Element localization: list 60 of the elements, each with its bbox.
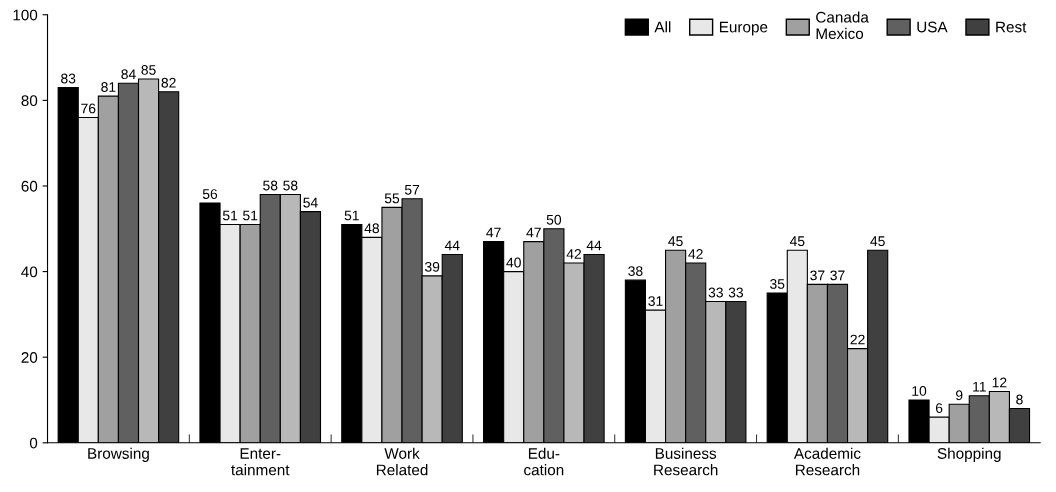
data-label: 38 <box>628 266 643 277</box>
data-label: 35 <box>770 279 785 289</box>
data-label: 6 <box>935 403 943 413</box>
x-tick-label: Academic Research <box>793 447 861 476</box>
y-tick-label: 0 <box>29 437 38 449</box>
data-label: 9 <box>956 390 963 401</box>
data-label: 40 <box>506 257 521 268</box>
data-label: 48 <box>364 223 380 234</box>
data-label: 44 <box>444 240 460 251</box>
legend-label: All <box>654 21 671 33</box>
data-label: 45 <box>668 236 683 247</box>
data-label: 57 <box>404 184 420 195</box>
data-label: 31 <box>648 296 663 306</box>
x-tick-label: Business Research <box>654 447 718 476</box>
data-label: 51 <box>222 210 238 221</box>
legend-label: Canada Mexico <box>816 11 869 40</box>
data-label: 58 <box>283 180 298 191</box>
data-label: 8 <box>1016 394 1023 405</box>
data-label: 39 <box>424 261 440 272</box>
data-label: 58 <box>263 180 278 191</box>
data-label: 50 <box>546 214 562 225</box>
data-label: 45 <box>870 236 885 247</box>
y-tick-label: 100 <box>13 9 38 21</box>
y-tick-label: 40 <box>21 266 38 278</box>
data-label: 33 <box>708 287 723 298</box>
data-label: 76 <box>81 103 96 114</box>
data-label: 10 <box>912 386 927 396</box>
x-tick-label: Work Related <box>376 447 428 476</box>
data-label: 55 <box>384 193 400 204</box>
data-label: 45 <box>789 236 805 247</box>
data-label: 54 <box>303 197 318 208</box>
data-label: 83 <box>61 73 76 84</box>
x-tick-label: Edu- cation <box>524 447 564 476</box>
y-tick-label: 60 <box>21 180 38 192</box>
legend-label: Rest <box>996 21 1027 33</box>
data-label: 47 <box>486 227 501 238</box>
data-label: 44 <box>586 240 602 251</box>
data-label: 47 <box>526 227 541 238</box>
data-label: 51 <box>243 210 258 221</box>
data-label: 85 <box>141 65 156 75</box>
data-label: 37 <box>830 270 845 281</box>
data-label: 12 <box>992 377 1007 388</box>
legend-label: USA <box>917 21 948 33</box>
x-tick-label: Browsing <box>88 447 149 462</box>
data-label: 51 <box>344 210 359 221</box>
data-label: 81 <box>101 82 116 92</box>
x-tick-label: Enter- tainment <box>231 448 290 476</box>
legend-label: Europe <box>719 21 768 36</box>
data-label: 42 <box>566 249 581 259</box>
y-tick-label: 80 <box>21 95 38 107</box>
data-label: 33 <box>728 287 743 298</box>
data-label: 82 <box>161 77 176 88</box>
data-label: 22 <box>850 334 865 345</box>
data-label: 42 <box>688 249 703 259</box>
data-label: 84 <box>121 69 136 80</box>
data-label: 37 <box>810 270 825 281</box>
data-label: 56 <box>202 189 218 199</box>
y-tick-label: 20 <box>21 352 38 363</box>
data-label: 11 <box>973 381 986 392</box>
x-tick-label: Shopping <box>937 447 1001 462</box>
